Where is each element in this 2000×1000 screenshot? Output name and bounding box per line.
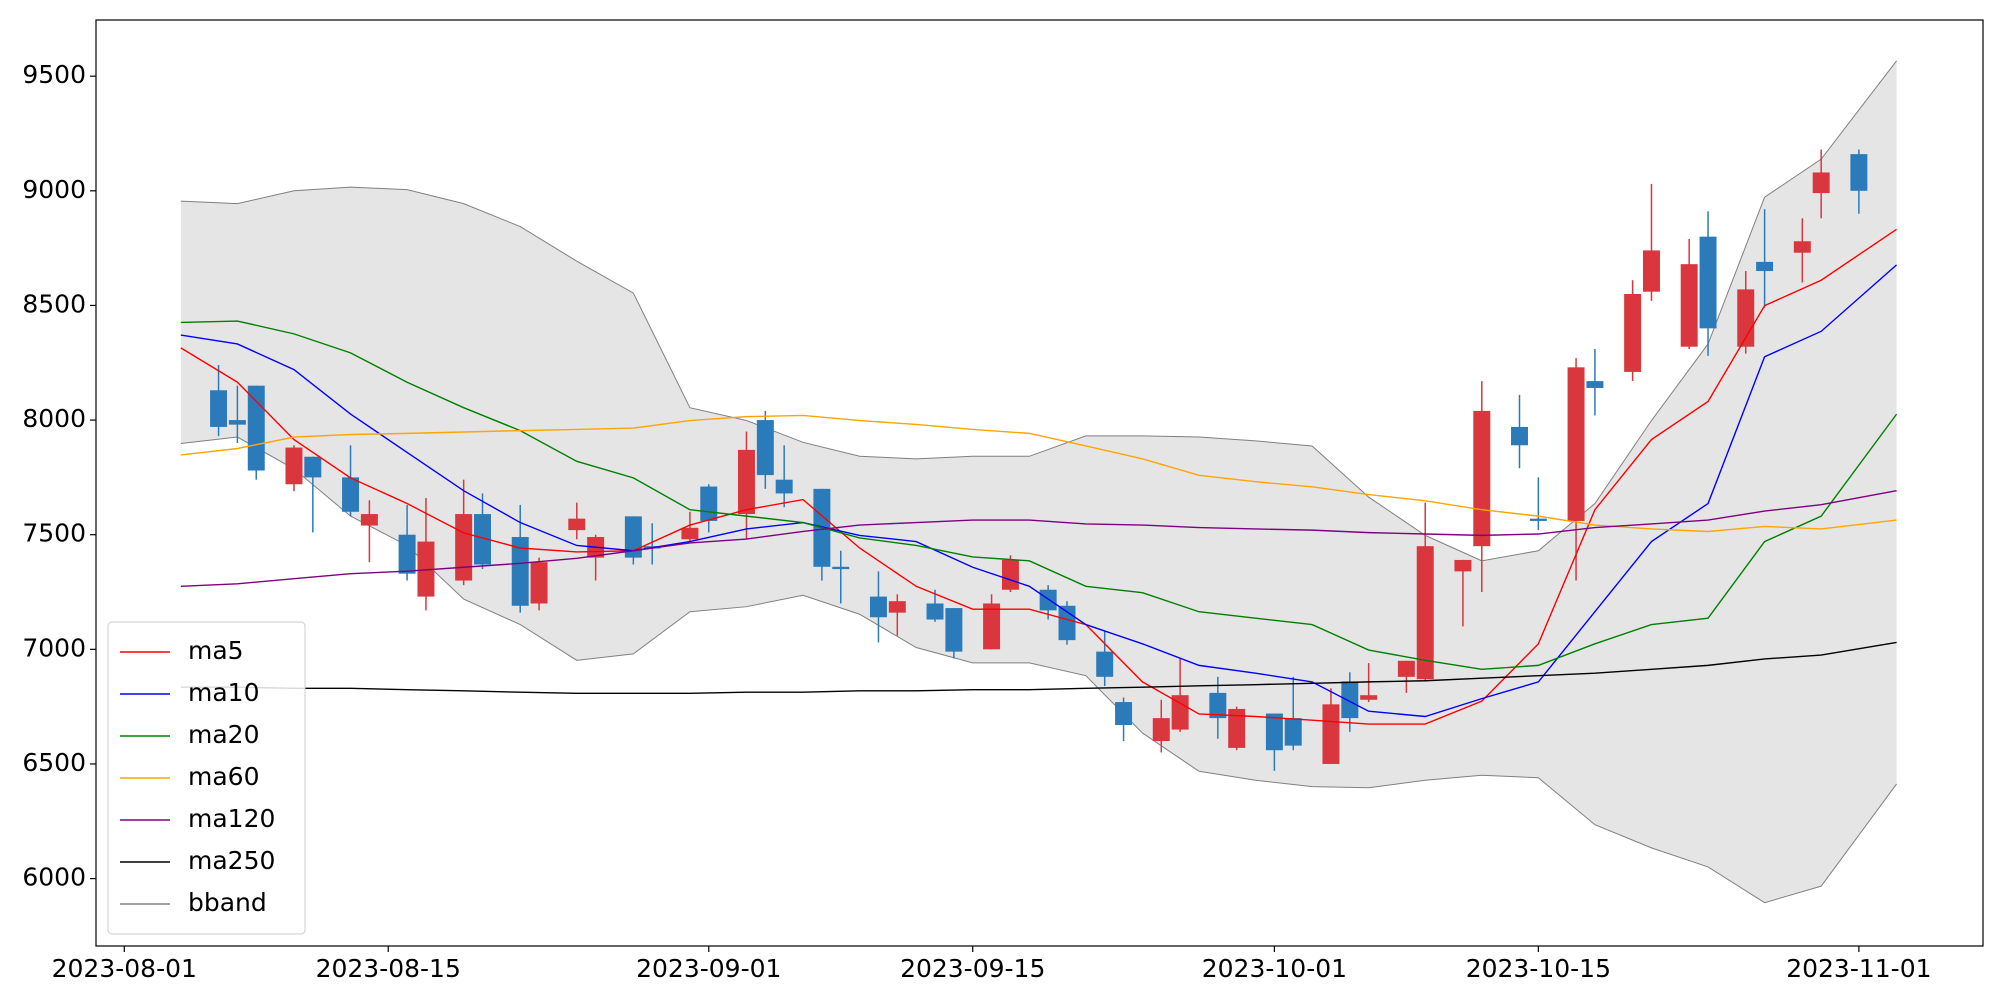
candle-body <box>681 527 699 540</box>
legend: ma5 ma10 ma20 ma60 ma120 ma250 bband <box>107 621 306 935</box>
candle-body <box>342 477 360 512</box>
candle-body <box>1680 264 1698 347</box>
candle-body <box>1152 718 1170 742</box>
legend-label: ma250 <box>188 846 275 875</box>
x-tick-label: 2023-10-01 <box>1202 954 1347 983</box>
candle-body <box>210 390 228 427</box>
candle-body <box>1624 293 1642 372</box>
candle-body <box>1096 651 1114 677</box>
candle-body <box>869 596 887 618</box>
candle-body <box>756 420 774 476</box>
candle-body <box>417 541 435 597</box>
candle-body <box>398 534 416 574</box>
x-tick-label: 2023-10-15 <box>1466 954 1611 983</box>
candle-body <box>888 601 906 613</box>
legend-box <box>107 621 306 935</box>
ma-line <box>180 641 1897 695</box>
candle-body <box>1341 681 1359 719</box>
plot-frame <box>95 19 1984 947</box>
candle-body <box>1850 154 1868 191</box>
legend-label: ma5 <box>188 636 244 665</box>
candle-body <box>832 566 850 570</box>
candle-body <box>1265 713 1283 751</box>
bband-area <box>180 60 1897 903</box>
candle-body <box>530 562 548 604</box>
candle-body <box>455 514 473 581</box>
x-tick-label: 2023-11-01 <box>1786 954 1931 983</box>
candle-body <box>945 608 963 652</box>
candle-body <box>1058 605 1076 641</box>
candle-body <box>1001 559 1019 590</box>
candle-body <box>700 486 718 521</box>
candle-body <box>1699 236 1717 329</box>
x-tick-label: 2023-09-01 <box>636 954 781 983</box>
candle-body <box>1567 367 1585 521</box>
y-tick-label: 9500 <box>22 60 86 89</box>
candle-body <box>1039 589 1057 611</box>
candle-body <box>1284 718 1302 746</box>
y-tick-label: 7000 <box>22 633 86 662</box>
candle-body <box>1454 559 1472 572</box>
candle-body <box>1228 708 1246 748</box>
candle-body <box>474 514 491 565</box>
candle-body <box>1642 250 1660 292</box>
legend-label: ma10 <box>188 678 259 707</box>
ma-line <box>180 228 1897 725</box>
candle-body <box>247 385 265 471</box>
y-tick-label: 8500 <box>22 289 86 318</box>
legend-label: bband <box>188 888 267 917</box>
candle-body <box>1171 695 1189 730</box>
legend-label: ma120 <box>188 804 275 833</box>
candle-body <box>1115 702 1133 725</box>
ma-line <box>180 414 1897 533</box>
candle-body <box>1812 172 1830 194</box>
candle-body <box>304 456 322 478</box>
candle-body <box>1793 241 1811 253</box>
candle-body <box>1756 261 1774 272</box>
candle-body <box>511 536 529 606</box>
candle-body <box>568 518 586 531</box>
candle-body <box>285 447 303 485</box>
candle-body <box>1586 381 1604 388</box>
candle-body <box>775 479 793 494</box>
candle-body <box>1322 704 1340 764</box>
candle-body <box>737 449 755 515</box>
y-tick-label: 7500 <box>22 519 86 548</box>
y-tick-label: 9000 <box>22 175 86 204</box>
ma-line <box>180 489 1897 587</box>
ma-line <box>180 264 1898 718</box>
candle-body <box>926 603 944 620</box>
candle-body <box>228 420 246 425</box>
candle-body <box>360 514 378 526</box>
candle-body <box>983 603 1001 650</box>
candle-body <box>1737 289 1755 347</box>
y-tick-label: 6000 <box>22 863 86 892</box>
candle-body <box>624 516 642 558</box>
y-tick-label: 8000 <box>22 404 86 433</box>
candle-body <box>1416 546 1434 680</box>
bband-upper <box>180 60 1897 562</box>
y-tick-label: 6500 <box>22 748 86 777</box>
x-tick-label: 2023-08-15 <box>316 954 461 983</box>
legend-label: ma20 <box>188 720 259 749</box>
x-tick-label: 2023-08-01 <box>52 954 197 983</box>
legend-label: ma60 <box>188 762 259 791</box>
ma-line <box>180 320 1898 670</box>
x-tick-label: 2023-09-15 <box>900 954 1045 983</box>
candle-body <box>1511 426 1528 446</box>
bband-lower <box>180 436 1897 904</box>
candle-body <box>1360 695 1378 700</box>
candle-body <box>1397 660 1415 677</box>
candle-body <box>1529 518 1547 521</box>
candle-body <box>1473 410 1491 547</box>
candle-body <box>1209 692 1227 719</box>
